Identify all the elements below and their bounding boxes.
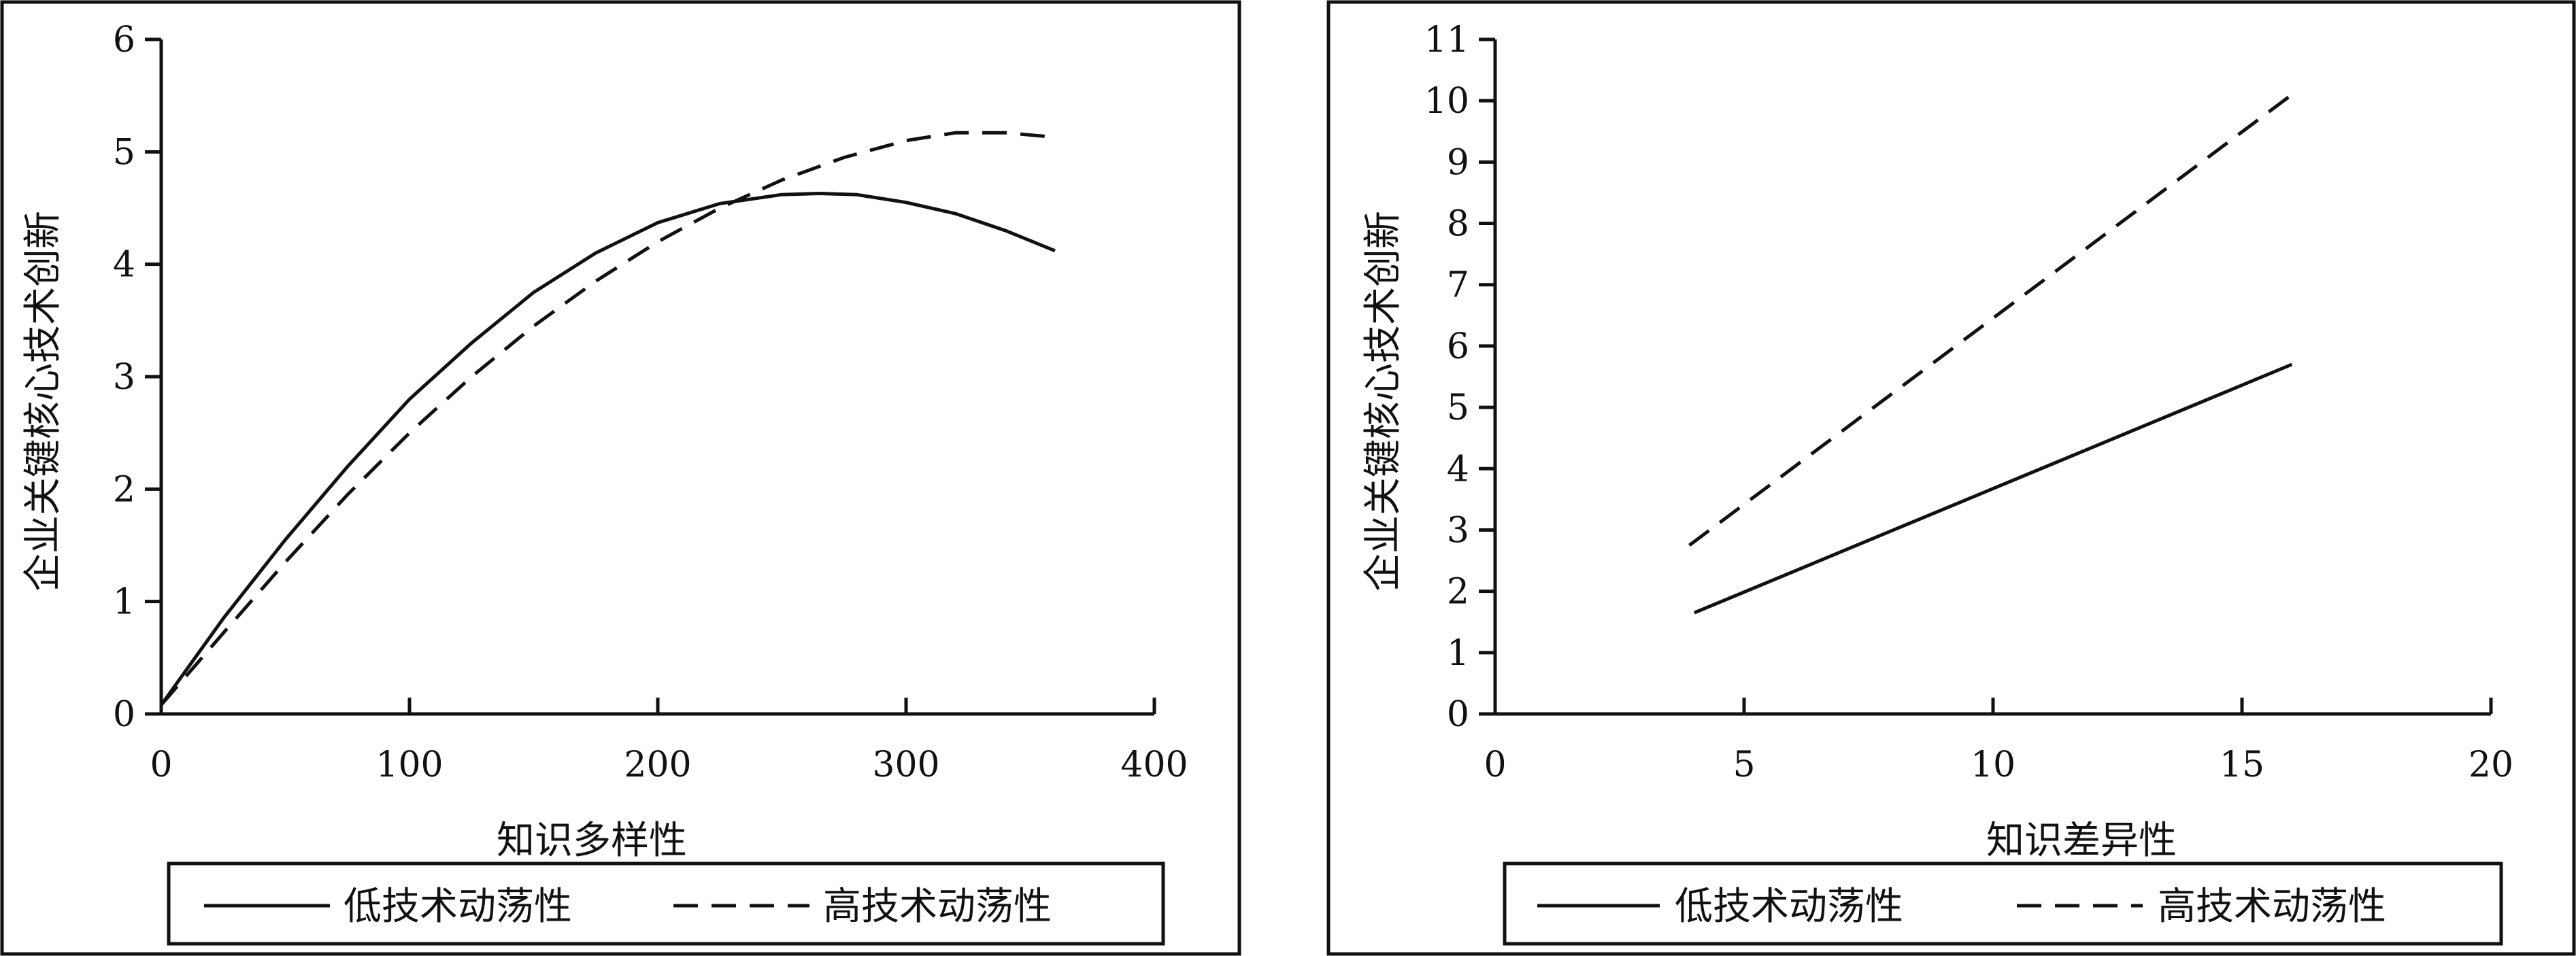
y-axis-title: 企业关键核心技术创新 (21, 211, 65, 592)
legend-label-low-turbulence: 低技术动荡性 (344, 885, 572, 929)
x-tick-label: 400 (1120, 745, 1188, 785)
x-axis-title: 知识差异性 (1986, 819, 2177, 863)
x-tick-label: 200 (624, 745, 691, 785)
x-tick-label: 20 (2469, 745, 2513, 785)
y-tick-label: 1 (1447, 633, 1469, 674)
y-tick-label: 9 (1447, 142, 1469, 183)
x-tick-label: 10 (1971, 745, 2015, 785)
y-tick-label: 2 (1447, 572, 1469, 613)
y-tick-label: 3 (113, 357, 135, 398)
y-tick-label: 0 (113, 694, 135, 735)
y-tick-label: 0 (1447, 694, 1469, 735)
legend-box (1503, 861, 2503, 946)
x-tick-label: 100 (375, 745, 443, 785)
chart-frame (1326, 0, 2576, 956)
chart-frame (0, 0, 1241, 956)
series-line-low-turbulence (159, 191, 1056, 706)
y-tick-label: 7 (1447, 265, 1469, 306)
y-tick-label: 3 (1447, 510, 1469, 551)
chart-panel-knowledge-diversity: 0 1 2 3 4 5 6 0 100 200 300 400 知识多样性 企业关键核心技术创新 低技… (0, 0, 1241, 956)
series-line-low-turbulence (1693, 362, 2293, 615)
y-tick-label: 2 (113, 469, 135, 510)
series-line-high-turbulence (160, 131, 1056, 706)
y-tick-label: 11 (1424, 20, 1469, 61)
x-axis-title: 知识多样性 (497, 819, 687, 863)
y-tick-label: 6 (1447, 326, 1469, 367)
legend-label-low-turbulence: 低技术动荡性 (1675, 885, 1903, 929)
chart-panel-knowledge-difference: 0 1 2 3 4 5 6 7 8 9 10 11 0 5 10 15 20 知识差异性 企业关键核心技术创新 … (1326, 0, 2576, 956)
chart-knowledge-diversity: 0 1 2 3 4 5 6 0 100 200 300 400 知识多样性 企业关键核心技术创新 低技… (0, 0, 1241, 956)
legend-box (167, 861, 1165, 946)
x-tick-label: 0 (150, 745, 172, 785)
x-tick-label: 5 (1733, 745, 1755, 785)
y-tick-label: 4 (113, 245, 135, 286)
y-tick-label: 5 (113, 132, 135, 173)
y-tick-label: 10 (1424, 81, 1469, 122)
x-tick-label: 300 (872, 745, 939, 785)
y-tick-label: 1 (113, 582, 135, 623)
series-line-high-turbulence (1688, 93, 2293, 547)
y-axis-title: 企业关键核心技术创新 (1361, 211, 1405, 592)
y-tick-label: 4 (1447, 449, 1469, 490)
y-tick-label: 6 (113, 20, 135, 61)
x-tick-label: 15 (2220, 745, 2264, 785)
legend-label-high-turbulence: 高技术动荡性 (823, 885, 1052, 929)
y-tick-label: 5 (1447, 388, 1469, 428)
y-tick-label: 8 (1447, 204, 1469, 245)
x-tick-label: 0 (1484, 745, 1506, 785)
legend-label-high-turbulence: 高技术动荡性 (2158, 885, 2386, 929)
